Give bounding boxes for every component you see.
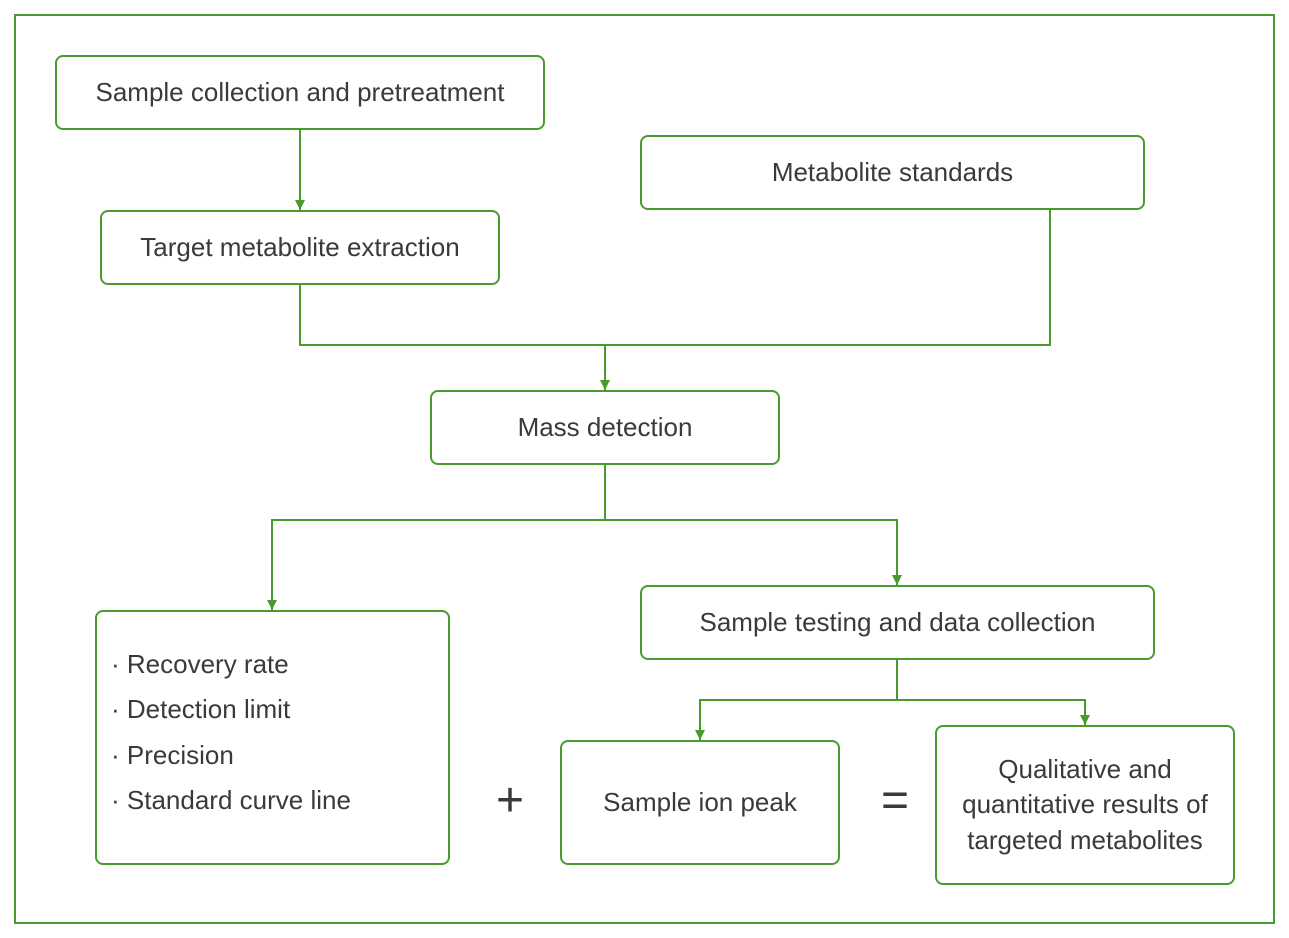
node-target-extraction: Target metabolite extraction [100, 210, 500, 285]
node-sample-collection-label: Sample collection and pretreatment [95, 75, 504, 110]
node-results-label: Qualitative and quantitative results of … [951, 752, 1219, 857]
operator-equals: = [865, 770, 925, 830]
node-metabolite-standards-label: Metabolite standards [772, 155, 1013, 190]
node-metabolite-standards: Metabolite standards [640, 135, 1145, 210]
node-mass-detection: Mass detection [430, 390, 780, 465]
node-sample-collection: Sample collection and pretreatment [55, 55, 545, 130]
node-target-extraction-label: Target metabolite extraction [140, 230, 459, 265]
node-metrics-list: Recovery rate Detection limit Precision Sta… [111, 647, 351, 827]
node-metrics-item: Recovery rate [111, 647, 351, 682]
node-metrics-item: Standard curve line [111, 783, 351, 818]
node-mass-detection-label: Mass detection [518, 410, 693, 445]
node-metrics: Recovery rate Detection limit Precision Sta… [95, 610, 450, 865]
node-sample-ion-peak-label: Sample ion peak [603, 785, 797, 820]
node-sample-testing: Sample testing and data collection [640, 585, 1155, 660]
node-metrics-item: Detection limit [111, 692, 351, 727]
operator-plus: + [480, 770, 540, 830]
node-sample-testing-label: Sample testing and data collection [699, 605, 1095, 640]
node-results: Qualitative and quantitative results of … [935, 725, 1235, 885]
node-metrics-item: Precision [111, 738, 351, 773]
node-sample-ion-peak: Sample ion peak [560, 740, 840, 865]
flowchart-canvas: Sample collection and pretreatment Target… [0, 0, 1289, 938]
